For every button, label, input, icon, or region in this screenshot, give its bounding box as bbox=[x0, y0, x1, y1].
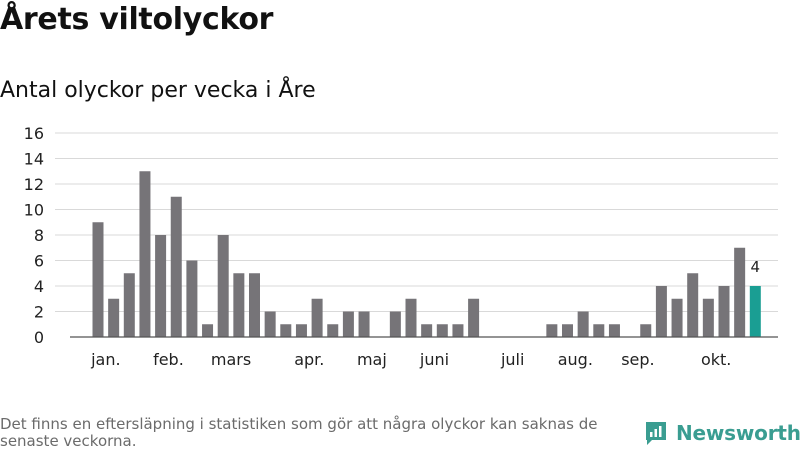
bar-week-38 bbox=[671, 298, 683, 337]
bar-week-37 bbox=[655, 286, 667, 337]
y-tick-label: 14 bbox=[24, 150, 44, 169]
bar-current-week bbox=[749, 286, 761, 337]
y-tick-label: 6 bbox=[34, 252, 44, 271]
bar-week-22 bbox=[421, 324, 433, 337]
bar-week-16 bbox=[327, 324, 339, 337]
bar-week-10 bbox=[233, 273, 245, 337]
bar-week-40 bbox=[702, 298, 714, 337]
bar-week-2 bbox=[108, 298, 120, 337]
y-tick-label: 16 bbox=[24, 124, 44, 143]
bar-week-12 bbox=[264, 311, 276, 337]
x-month-label: juni bbox=[419, 350, 449, 369]
bar-week-20 bbox=[389, 311, 401, 337]
footnote: Det finns en eftersläpning i statistiken… bbox=[0, 415, 598, 450]
bar-week-32 bbox=[577, 311, 589, 337]
brand-name: Newsworthy bbox=[676, 421, 800, 445]
chart-subtitle: Antal olyckor per vecka i Åre bbox=[0, 78, 316, 103]
bar-week-17 bbox=[342, 311, 354, 337]
bar-week-6 bbox=[170, 196, 182, 337]
bar-week-18 bbox=[358, 311, 370, 337]
bar-week-24 bbox=[452, 324, 464, 337]
bar-week-23 bbox=[436, 324, 448, 337]
bar-week-42 bbox=[734, 247, 746, 337]
x-month-label: mars bbox=[211, 350, 251, 369]
y-tick-label: 4 bbox=[34, 277, 44, 296]
y-tick-label: 12 bbox=[24, 175, 44, 194]
bar-week-34 bbox=[608, 324, 620, 337]
bar-week-7 bbox=[186, 260, 198, 337]
bar-week-11 bbox=[249, 273, 260, 337]
x-month-label: aug. bbox=[558, 350, 593, 369]
bar-week-13 bbox=[280, 324, 292, 337]
x-month-label: juli bbox=[500, 350, 524, 369]
x-month-label: apr. bbox=[294, 350, 324, 369]
bar-week-4 bbox=[139, 171, 151, 337]
x-month-label: maj bbox=[357, 350, 387, 369]
y-tick-label: 10 bbox=[24, 201, 44, 220]
bar-week-1 bbox=[92, 222, 104, 337]
bar-week-33 bbox=[593, 324, 605, 337]
y-tick-label: 2 bbox=[34, 303, 44, 322]
bar-week-36 bbox=[640, 324, 652, 337]
bar-week-8 bbox=[202, 324, 214, 337]
x-month-label: feb. bbox=[153, 350, 184, 369]
brand-logo: Newsworthy bbox=[644, 420, 800, 446]
bar-week-14 bbox=[295, 324, 307, 337]
x-month-label: sep. bbox=[621, 350, 654, 369]
bar-week-30 bbox=[546, 324, 558, 337]
bar-week-15 bbox=[311, 298, 323, 337]
x-month-label: jan. bbox=[90, 350, 120, 369]
bar-week-3 bbox=[123, 273, 135, 337]
data-label-current-week: 4 bbox=[751, 258, 761, 276]
bar-week-41 bbox=[718, 286, 730, 337]
bar-week-21 bbox=[405, 298, 417, 337]
bar-week-9 bbox=[217, 235, 229, 337]
bar-week-31 bbox=[562, 324, 573, 337]
y-tick-label: 8 bbox=[34, 226, 44, 245]
y-tick-label: 0 bbox=[34, 328, 44, 347]
bar-week-39 bbox=[687, 273, 699, 337]
x-month-label: okt. bbox=[701, 350, 731, 369]
chart-title: Årets viltolyckor bbox=[0, 2, 274, 37]
newsworthy-icon bbox=[646, 422, 666, 445]
bar-week-5 bbox=[155, 235, 167, 337]
bar-week-25 bbox=[468, 298, 480, 337]
bar-chart: 0 2 4 6 8 10 12 14 16 4 jan. feb. mars apr. maj juni jul… bbox=[24, 124, 778, 369]
